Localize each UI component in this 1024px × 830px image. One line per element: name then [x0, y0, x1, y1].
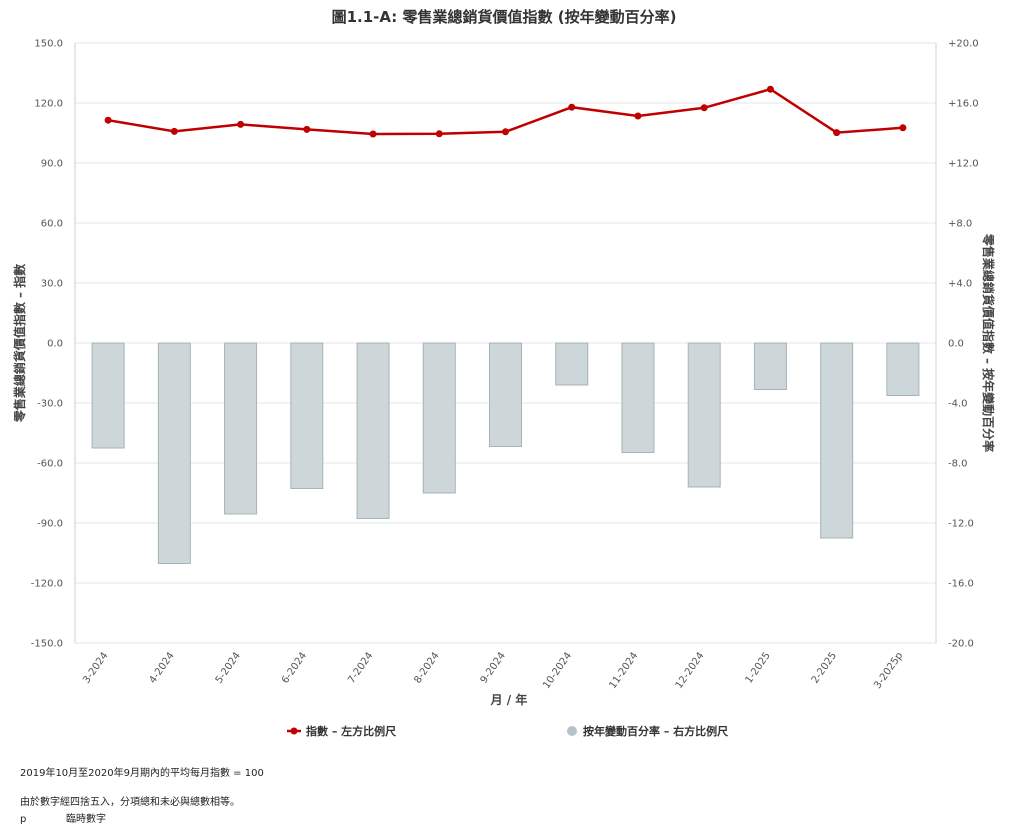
index-point-6-2024[interactable] — [303, 125, 311, 133]
right-tick-label: -8.0 — [948, 459, 968, 470]
line-series — [104, 85, 907, 138]
index-point-8-2024[interactable] — [435, 130, 443, 138]
index-point-4-2024[interactable] — [170, 127, 178, 135]
legend-item-yoy[interactable]: 按年變動百分率 – 右方比例尺 — [567, 724, 728, 738]
index-line — [107, 87, 903, 136]
legend-label-yoy: 按年變動百分率 – 右方比例尺 — [583, 724, 728, 738]
x-axis-title: 月 / 年 — [490, 692, 528, 707]
bar-6-2024[interactable] — [290, 342, 324, 489]
left-axis: 150.0 120.0 90.0 60.0 30.0 0.0 -30.0 -60.0 -90.0… — [31, 39, 63, 650]
bar-4-2024[interactable] — [157, 342, 191, 564]
right-axis: +20.0 +16.0 +12.0 +8.0 +4.0 0.0 -4.0 -8.0 -12.0 -… — [948, 39, 979, 650]
index-point-9-2024[interactable] — [502, 128, 509, 136]
left-tick-label: -30.0 — [37, 399, 63, 410]
index-point-7-2024[interactable] — [369, 130, 377, 138]
index-point-11-2024[interactable] — [634, 112, 642, 120]
left-tick-label: 60.0 — [41, 219, 63, 230]
right-tick-label: +12.0 — [948, 159, 979, 170]
right-tick-label: +4.0 — [948, 279, 972, 290]
x-tick-label: 5-2024 — [214, 650, 243, 685]
left-tick-label: -120.0 — [31, 579, 63, 590]
chart-title: 圖1.1-A: 零售業總銷貨價值指數 (按年變動百分率) — [332, 8, 677, 26]
x-tick-label: 1-2025 — [744, 650, 773, 685]
bar-9-2024[interactable] — [489, 342, 522, 447]
index-point-3-2024[interactable] — [104, 116, 112, 124]
bar-2-2025[interactable] — [820, 342, 854, 539]
bar-series — [91, 342, 920, 564]
note-base-period: 2019年10月至2020年9月期內的平均每月指數 = 100 — [20, 768, 264, 779]
bar-5-2024[interactable] — [224, 342, 258, 515]
left-tick-label: 90.0 — [41, 159, 63, 170]
index-point-1-2025[interactable] — [766, 85, 774, 93]
right-tick-label: +8.0 — [948, 219, 972, 230]
left-tick-label: 30.0 — [41, 279, 63, 290]
left-tick-label: 120.0 — [34, 99, 63, 110]
note-provisional-text: 臨時數字 — [66, 814, 106, 825]
bar-11-2024[interactable] — [621, 342, 655, 453]
index-point-10-2024[interactable] — [568, 103, 576, 111]
x-tick-label: 6-2024 — [280, 650, 309, 685]
left-tick-label: 150.0 — [34, 39, 63, 50]
x-tick-label: 3-2025p — [872, 650, 905, 691]
bar-3-2025p[interactable] — [886, 342, 920, 396]
note-provisional: p 臨時數字 — [20, 810, 264, 825]
left-tick-label: -150.0 — [31, 639, 63, 650]
x-tick-label: 7-2024 — [346, 650, 375, 685]
right-tick-label: -12.0 — [948, 519, 974, 530]
index-point-3-2025p[interactable] — [899, 124, 907, 132]
right-tick-label: 0.0 — [948, 339, 964, 350]
bar-12-2024[interactable] — [687, 342, 721, 488]
legend-line-marker — [290, 727, 298, 735]
x-tick-label: 3-2024 — [81, 650, 110, 685]
left-tick-label: -90.0 — [37, 519, 63, 530]
footnotes: 2019年10月至2020年9月期內的平均每月指數 = 100 由於數字經四捨五… — [20, 764, 264, 825]
x-tick-label: 8-2024 — [412, 650, 441, 685]
x-axis: 3-2024 4-2024 5-2024 6-2024 7-2024 8-2024 9-20… — [81, 650, 905, 691]
right-tick-label: -20.0 — [948, 639, 974, 650]
right-tick-label: +20.0 — [948, 39, 979, 50]
legend-bar-swatch — [567, 726, 577, 736]
bar-7-2024[interactable] — [356, 342, 390, 519]
bar-8-2024[interactable] — [422, 342, 456, 494]
left-tick-label: -60.0 — [37, 459, 63, 470]
x-tick-label: 12-2024 — [674, 650, 707, 691]
left-axis-title: 零售業總銷貨價值指數 – 指數 — [12, 264, 27, 423]
right-tick-label: -16.0 — [948, 579, 974, 590]
bar-3-2024[interactable] — [91, 342, 125, 449]
x-tick-label: 11-2024 — [607, 650, 640, 691]
right-tick-label: +16.0 — [948, 99, 979, 110]
bar-1-2025[interactable] — [753, 342, 787, 390]
x-tick-label: 9-2024 — [479, 650, 508, 685]
index-point-12-2024[interactable] — [700, 104, 708, 112]
legend: 指數 – 左方比例尺 按年變動百分率 – 右方比例尺 — [287, 724, 728, 738]
index-point-5-2024[interactable] — [237, 120, 245, 128]
x-tick-label: 4-2024 — [147, 650, 176, 685]
right-tick-label: -4.0 — [948, 399, 968, 410]
left-tick-label: 0.0 — [47, 339, 63, 350]
bar-10-2024[interactable] — [555, 342, 589, 386]
index-point-2-2025[interactable] — [833, 129, 841, 137]
legend-item-index[interactable]: 指數 – 左方比例尺 — [287, 724, 396, 738]
chart: 圖1.1-A: 零售業總銷貨價值指數 (按年變動百分率) 150.0 120.0 9… — [12, 8, 996, 738]
x-tick-label: 2-2025 — [810, 650, 839, 685]
x-tick-label: 10-2024 — [541, 650, 574, 691]
note-rounding: 由於數字經四捨五入，分項總和未必與總數相等。 — [20, 797, 240, 808]
legend-label-index: 指數 – 左方比例尺 — [306, 724, 396, 738]
right-axis-title: 零售業總銷貨價值指數 – 按年變動百分率 — [981, 233, 996, 452]
note-provisional-key: p — [20, 814, 27, 825]
